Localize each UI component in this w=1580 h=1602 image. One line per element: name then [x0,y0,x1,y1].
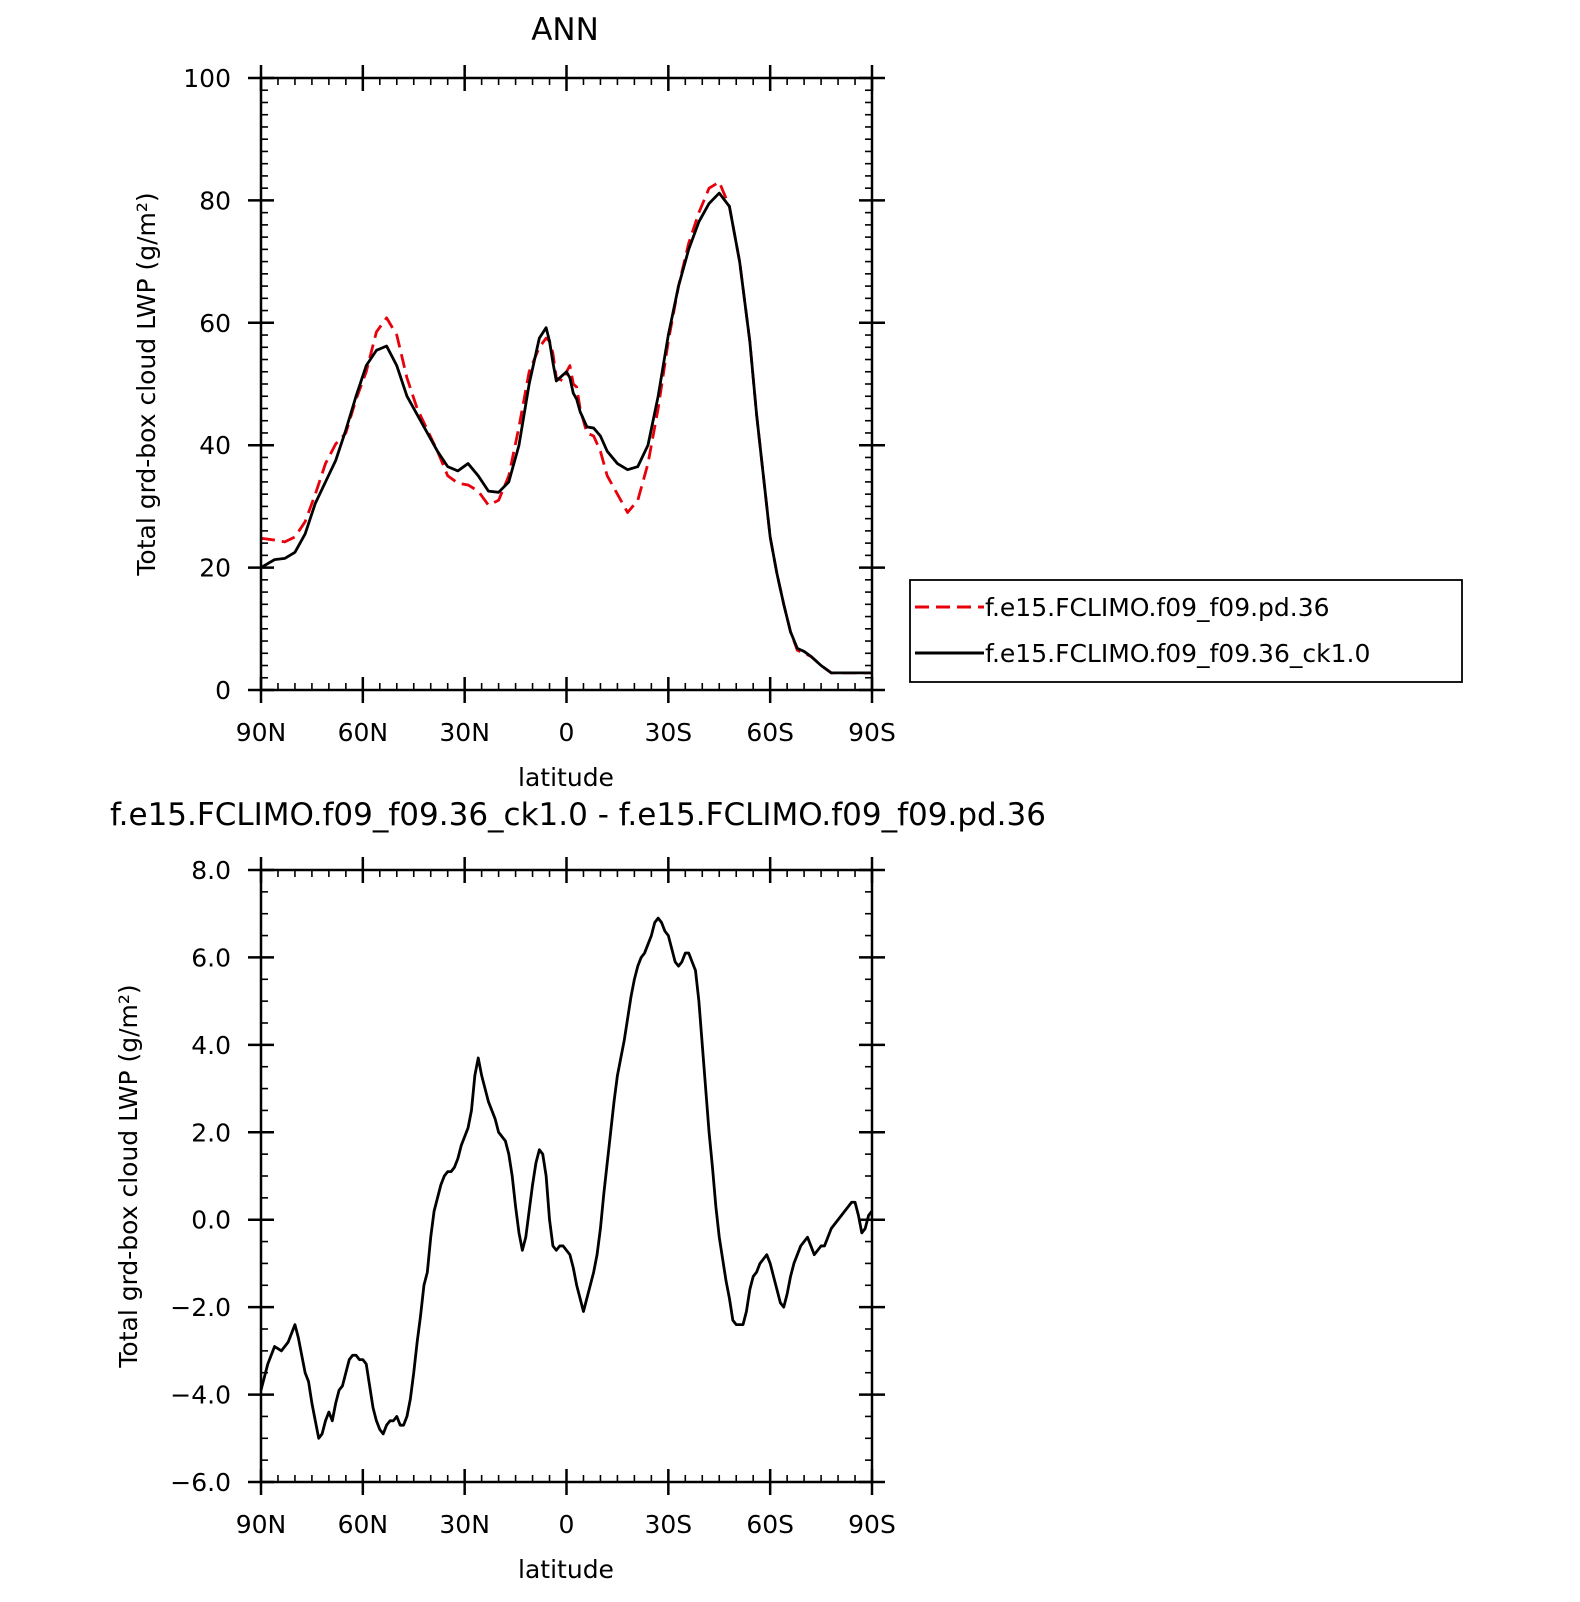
top-plot-frame [259,76,874,692]
bottom-series-line-0 [259,916,874,1440]
top-x-tick-label: 0 [559,718,575,747]
top-chart: ANN 0 20 40 60 80 100 90N 60N 30N 0 30S 60S 90S lati… [132,12,1463,792]
top-x-tick-label: 90S [848,718,896,747]
top-series-line-1 [260,191,872,675]
bottom-chart: f.e15.FCLIMO.f09_f09.36_ck1.0 - f.e15.FC… [110,797,1046,1584]
top-y-tick-label: 80 [199,186,231,215]
bottom-chart-title: f.e15.FCLIMO.f09_f09.36_ck1.0 - f.e15.FC… [110,797,1046,833]
bottom-x-tick-label: 60S [746,1510,794,1539]
bottom-y-tick-label: 4.0 [191,1031,231,1060]
bottom-x-tick-label: 0 [559,1510,575,1539]
top-chart-ticks: 0 20 40 60 80 100 90N 60N 30N 0 30S 60S 90S [183,64,896,747]
top-y-tick-label: 100 [183,64,231,93]
top-series-line-0 [260,180,872,675]
top-x-tick-label: 30S [644,718,692,747]
top-y-tick-label: 20 [199,554,231,583]
top-x-tick-label: 90N [236,718,287,747]
top-x-tick-label: 30N [439,718,490,747]
bottom-x-tick-label: 90S [848,1510,896,1539]
bottom-y-tick-label: 8.0 [191,856,231,885]
bottom-chart-series-group [259,916,874,1440]
legend: f.e15.FCLIMO.f09_f09.pd.36 f.e15.FCLIMO.… [909,579,1463,683]
top-y-tick-label: 40 [199,431,231,460]
legend-label-ck10: f.e15.FCLIMO.f09_f09.36_ck1.0 [985,639,1370,668]
bottom-x-axis-label: latitude [518,1555,614,1584]
bottom-x-tick-label: 30S [644,1510,692,1539]
bottom-y-tick-label: 0.0 [191,1206,231,1235]
top-x-tick-label: 60N [338,718,389,747]
bottom-plot-frame [259,868,874,1484]
top-y-axis-label: Total grd-box cloud LWP (g/m²) [132,192,161,576]
bottom-chart-ticks: −6.0 −4.0 −2.0 0.0 2.0 4.0 6.0 8.0 90N 60N 30N 0 30S… [170,856,896,1539]
top-x-tick-label: 60S [746,718,794,747]
bottom-y-tick-label: 6.0 [191,943,231,972]
bottom-x-tick-label: 60N [338,1510,389,1539]
bottom-y-tick-label: −2.0 [170,1293,231,1322]
top-x-axis-label: latitude [518,763,614,792]
legend-label-pd36: f.e15.FCLIMO.f09_f09.pd.36 [985,593,1330,622]
bottom-y-tick-label: −6.0 [170,1468,231,1497]
top-y-tick-label: 0 [215,676,231,705]
bottom-x-tick-label: 90N [236,1510,287,1539]
bottom-y-tick-label: −4.0 [170,1381,231,1410]
bottom-y-axis-label: Total grd-box cloud LWP (g/m²) [114,984,143,1368]
legend-box [909,579,1463,683]
bottom-x-tick-label: 30N [439,1510,490,1539]
top-chart-series-group [260,180,872,675]
top-chart-title: ANN [531,12,599,48]
bottom-y-tick-label: 2.0 [191,1118,231,1147]
top-y-tick-label: 60 [199,309,231,338]
